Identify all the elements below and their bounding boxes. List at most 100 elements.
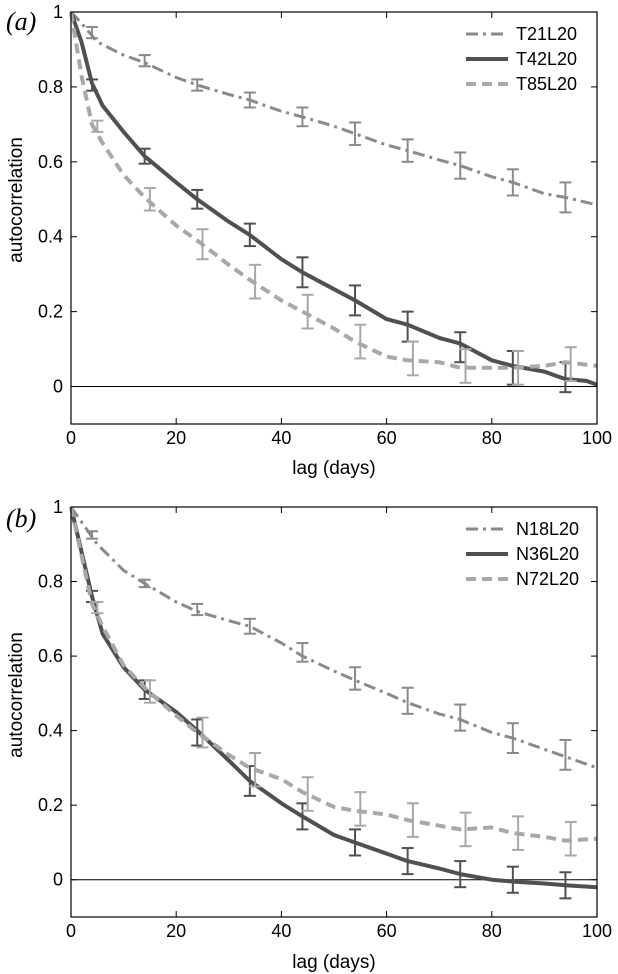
x-tick-label: 60 bbox=[377, 921, 397, 941]
series-line bbox=[69, 506, 598, 843]
error-bar bbox=[249, 752, 262, 788]
error-bar bbox=[138, 578, 151, 589]
panel-b: (b) autocorrelation lag (days) 0 20 40 60 80… bbox=[6, 497, 612, 973]
series-line bbox=[69, 10, 598, 207]
error-bar bbox=[296, 106, 309, 128]
legend-entry: T21L20 bbox=[516, 24, 577, 44]
error-bar bbox=[406, 802, 419, 838]
y-tick-label: 0.2 bbox=[38, 302, 63, 322]
error-bar bbox=[296, 642, 309, 663]
panel-label: (a) bbox=[6, 7, 36, 36]
error-bar bbox=[296, 802, 309, 831]
error-bar bbox=[243, 617, 256, 635]
x-tick-label: 60 bbox=[377, 428, 397, 448]
legend-entry: N72L20 bbox=[516, 569, 579, 589]
x-axis-label: lag (days) bbox=[292, 952, 375, 973]
y-tick-label: 0.8 bbox=[38, 77, 63, 97]
y-tick-label: 0 bbox=[53, 870, 63, 890]
error-bar bbox=[454, 860, 467, 889]
legend: N18L20 N36L20 N72L20 bbox=[466, 519, 579, 589]
axes-frame bbox=[70, 11, 598, 425]
error-bar bbox=[243, 222, 256, 248]
legend-entry: N18L20 bbox=[516, 519, 579, 539]
error-bar bbox=[86, 78, 99, 92]
error-bar bbox=[354, 323, 367, 360]
error-bar bbox=[559, 181, 572, 214]
error-bar bbox=[196, 716, 209, 749]
error-bar bbox=[564, 346, 577, 382]
plot-area: 0 20 40 60 80 100 0 0.2 0.4 0.6 0.8 1 T21L20 T42L20 T8… bbox=[38, 2, 612, 448]
error-bar bbox=[459, 811, 472, 848]
y-axis-label: autocorrelation bbox=[6, 632, 27, 758]
error-bar bbox=[301, 776, 314, 812]
x-tick-label: 40 bbox=[271, 428, 291, 448]
error-bar bbox=[401, 686, 414, 715]
error-bar bbox=[349, 121, 362, 146]
x-tick-label: 40 bbox=[271, 921, 291, 941]
error-bar bbox=[143, 187, 156, 212]
error-bar bbox=[243, 91, 256, 109]
series-T21L20 bbox=[69, 10, 598, 214]
error-bar bbox=[454, 151, 467, 180]
y-tick-label: 0.6 bbox=[38, 646, 63, 666]
error-bar bbox=[459, 348, 472, 384]
error-bar bbox=[564, 820, 577, 857]
error-bar bbox=[349, 828, 362, 857]
series-line bbox=[69, 11, 598, 370]
y-tick-label: 0.6 bbox=[38, 152, 63, 172]
x-tick-label: 100 bbox=[582, 428, 612, 448]
y-tick-label: 0 bbox=[53, 377, 63, 397]
x-tick-label: 20 bbox=[166, 428, 186, 448]
plot-area: 0 20 40 60 80 100 0 0.2 0.4 0.6 0.8 1 N18L20 N36L20 N7… bbox=[38, 497, 612, 941]
error-bar bbox=[86, 530, 99, 540]
error-bar bbox=[559, 871, 572, 900]
error-bar bbox=[559, 738, 572, 771]
x-axis-label: lag (days) bbox=[292, 458, 375, 479]
y-tick-label: 1 bbox=[53, 2, 63, 22]
y-tick-label: 0.8 bbox=[38, 572, 63, 592]
error-bar bbox=[191, 78, 204, 92]
series-N72L20 bbox=[69, 506, 598, 857]
error-bar bbox=[191, 718, 204, 747]
error-bar bbox=[86, 25, 99, 40]
x-tick-label: 0 bbox=[66, 921, 76, 941]
error-bar bbox=[401, 847, 414, 876]
x-tick-label: 0 bbox=[66, 428, 76, 448]
error-bar bbox=[191, 602, 204, 617]
error-bar bbox=[506, 168, 519, 197]
error-bar bbox=[296, 256, 309, 289]
error-bar bbox=[138, 147, 151, 165]
error-bar bbox=[454, 331, 467, 364]
error-bar bbox=[91, 119, 104, 133]
error-bar bbox=[349, 666, 362, 691]
error-bar bbox=[454, 703, 467, 732]
panel-a: (a) autocorrelation lag (days) 0 20 40 60 80… bbox=[6, 2, 612, 479]
error-bar bbox=[138, 54, 151, 68]
x-tick-label: 20 bbox=[166, 921, 186, 941]
error-bar bbox=[196, 228, 209, 261]
error-bar bbox=[354, 791, 367, 827]
x-tick-label: 80 bbox=[482, 921, 502, 941]
error-bar bbox=[91, 601, 104, 615]
error-bar bbox=[506, 722, 519, 754]
error-bar bbox=[249, 263, 262, 300]
y-tick-label: 1 bbox=[53, 497, 63, 517]
y-tick-label: 0.4 bbox=[38, 227, 63, 247]
error-bar bbox=[512, 349, 525, 386]
x-tick-label: 80 bbox=[482, 428, 502, 448]
series-N36L20 bbox=[69, 506, 598, 900]
series-N18L20 bbox=[69, 506, 598, 771]
panel-label: (b) bbox=[6, 504, 36, 533]
legend-entry: T42L20 bbox=[516, 49, 577, 69]
legend-entry: N36L20 bbox=[516, 544, 579, 564]
error-bar bbox=[143, 679, 156, 704]
error-bar bbox=[512, 815, 525, 851]
series-T85L20 bbox=[69, 11, 598, 386]
y-axis-label: autocorrelation bbox=[6, 137, 27, 263]
x-tick-label: 100 bbox=[582, 921, 612, 941]
error-bar bbox=[506, 865, 519, 894]
axes-frame bbox=[70, 506, 598, 918]
error-bar bbox=[301, 293, 314, 330]
error-bar bbox=[406, 340, 419, 377]
